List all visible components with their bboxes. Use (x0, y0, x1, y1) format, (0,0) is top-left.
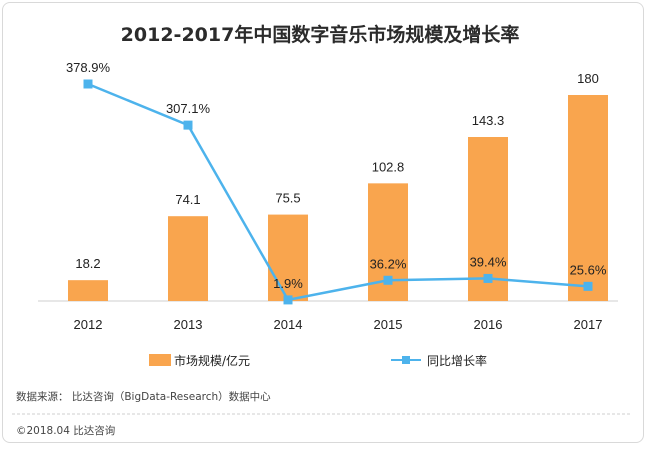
bar-value-label: 143.3 (472, 113, 505, 128)
growth-point-2012 (83, 79, 93, 89)
growth-value-label: 25.6% (570, 262, 607, 277)
growth-value-label: 1.9% (273, 276, 303, 291)
legend-line-label: 同比增长率 (427, 353, 487, 368)
line-layer (83, 79, 593, 305)
bar-2013 (168, 216, 208, 301)
x-tick-label: 2016 (474, 317, 503, 332)
bar-2012 (68, 280, 108, 301)
growth-point-2016 (483, 273, 493, 283)
x-tick-labels: 2012 2013 2014 2015 2016 2017 (74, 317, 603, 332)
source-note: 数据来源： 比达咨询（BigData-Research）数据中心 (16, 390, 271, 403)
x-tick-label: 2014 (274, 317, 303, 332)
x-tick-label: 2015 (374, 317, 403, 332)
bar-value-label: 75.5 (275, 191, 300, 206)
copyright-note: ©2018.04 比达咨询 (16, 424, 115, 437)
growth-value-label: 36.2% (370, 256, 407, 271)
x-tick-label: 2017 (574, 317, 603, 332)
bar-value-label: 18.2 (75, 256, 100, 271)
bar-value-label: 102.8 (372, 159, 405, 174)
growth-point-2014 (283, 295, 293, 305)
bar-value-label: 74.1 (175, 192, 200, 207)
legend-bar-swatch (149, 354, 171, 366)
growth-point-2017 (583, 281, 593, 291)
bar-value-label: 180 (577, 71, 599, 86)
legend: 市场规模/亿元 同比增长率 (149, 353, 487, 368)
bar-2014 (268, 214, 308, 301)
bar-2016 (468, 137, 508, 301)
chart-frame (2, 2, 644, 443)
labels-layer: 18.2 74.1 75.5 102.8 143.3 180 378.9% 307.1% 1.9… (66, 60, 607, 291)
growth-value-label: 378.9% (66, 60, 111, 75)
growth-value-label: 39.4% (470, 254, 507, 269)
legend-bar-label: 市场规模/亿元 (174, 353, 250, 368)
growth-line (87, 82, 589, 302)
chart-title: 2012-2017年中国数字音乐市场规模及增长率 (121, 23, 520, 46)
bar-2017 (568, 95, 608, 301)
growth-point-2013 (183, 120, 193, 130)
x-tick-label: 2012 (74, 317, 103, 332)
growth-point-2015 (383, 275, 393, 285)
legend-line-marker (402, 356, 410, 364)
bars-layer (68, 95, 608, 301)
x-tick-label: 2013 (174, 317, 203, 332)
growth-value-label: 307.1% (166, 101, 211, 116)
